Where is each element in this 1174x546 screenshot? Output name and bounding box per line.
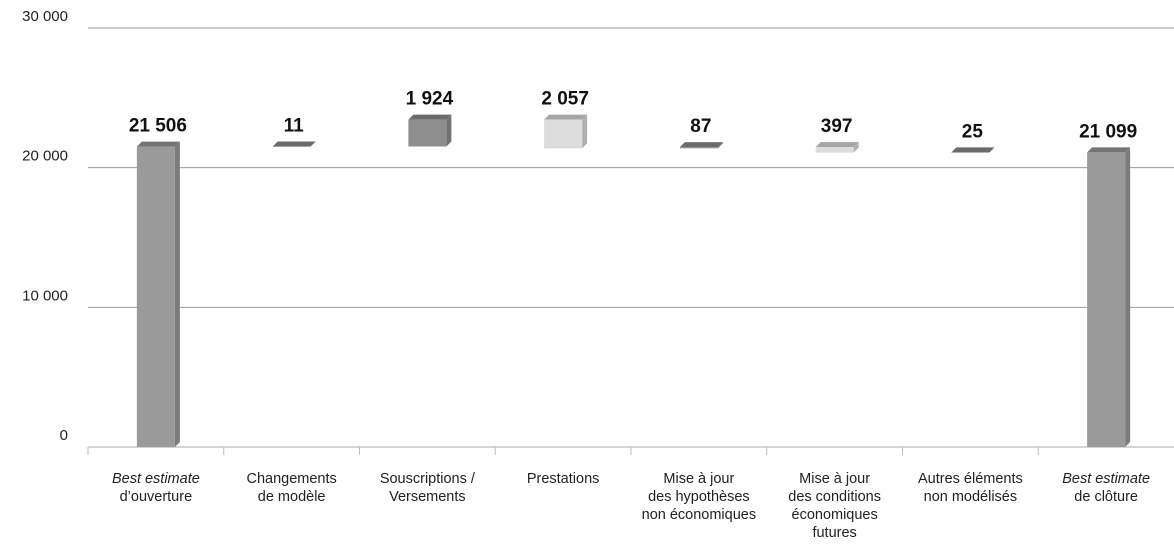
bar xyxy=(1087,152,1126,447)
x-tick-label: d’ouverture xyxy=(120,489,193,505)
bar-side xyxy=(582,114,588,149)
bar xyxy=(408,119,447,147)
bar-side xyxy=(1125,147,1131,447)
y-tick-label: 10 000 xyxy=(22,287,68,304)
bar-top xyxy=(1087,147,1131,153)
value-label: 2 057 xyxy=(541,89,589,110)
x-tick-label: Best estimate xyxy=(112,471,200,487)
value-label: 25 xyxy=(962,121,984,142)
bar-top xyxy=(408,114,452,120)
bar-top xyxy=(136,141,180,147)
y-tick-label: 20 000 xyxy=(22,148,68,165)
value-label: 21 099 xyxy=(1079,121,1137,142)
bar xyxy=(815,147,854,153)
value-label: 397 xyxy=(821,116,853,137)
x-tick-label: Changements xyxy=(246,471,336,487)
bar-top xyxy=(679,142,723,148)
bar-side xyxy=(989,147,995,153)
value-label: 1 924 xyxy=(406,89,454,110)
value-label: 87 xyxy=(690,116,711,137)
bar-side xyxy=(310,141,316,147)
x-tick-label: non modélisés xyxy=(924,489,1018,505)
bar-top xyxy=(951,147,995,153)
x-tick-label: non économiques xyxy=(642,507,756,523)
bar-side xyxy=(174,141,180,447)
x-tick-label: des conditions xyxy=(788,489,881,505)
bar-side xyxy=(717,142,723,149)
bar-side xyxy=(853,142,859,153)
x-tick-label: Souscriptions / xyxy=(380,471,476,487)
x-tick-label: de modèle xyxy=(258,489,326,505)
bar xyxy=(136,146,175,447)
x-tick-label: de clôture xyxy=(1074,489,1138,505)
bar-top xyxy=(272,141,316,147)
value-label: 21 506 xyxy=(129,116,187,137)
bar-side xyxy=(446,114,452,147)
x-tick-label: Versements xyxy=(389,489,466,505)
bar xyxy=(679,147,718,149)
value-label: 11 xyxy=(284,115,305,136)
bar-top xyxy=(815,142,859,148)
x-tick-label: Mise à jour xyxy=(663,471,734,487)
y-tick-label: 30 000 xyxy=(22,8,68,25)
y-tick-label: 0 xyxy=(60,427,68,444)
bar-top xyxy=(544,114,588,120)
x-tick-label: futures xyxy=(812,525,856,541)
x-tick-label: Prestations xyxy=(527,471,600,487)
x-tick-label: Autres éléments xyxy=(918,471,1023,487)
x-tick-label: Best estimate xyxy=(1062,471,1150,487)
bar xyxy=(544,119,583,149)
x-tick-label: économiques xyxy=(792,507,878,523)
x-tick-label: Mise à jour xyxy=(799,471,870,487)
x-tick-label: des hypothèses xyxy=(648,489,750,505)
